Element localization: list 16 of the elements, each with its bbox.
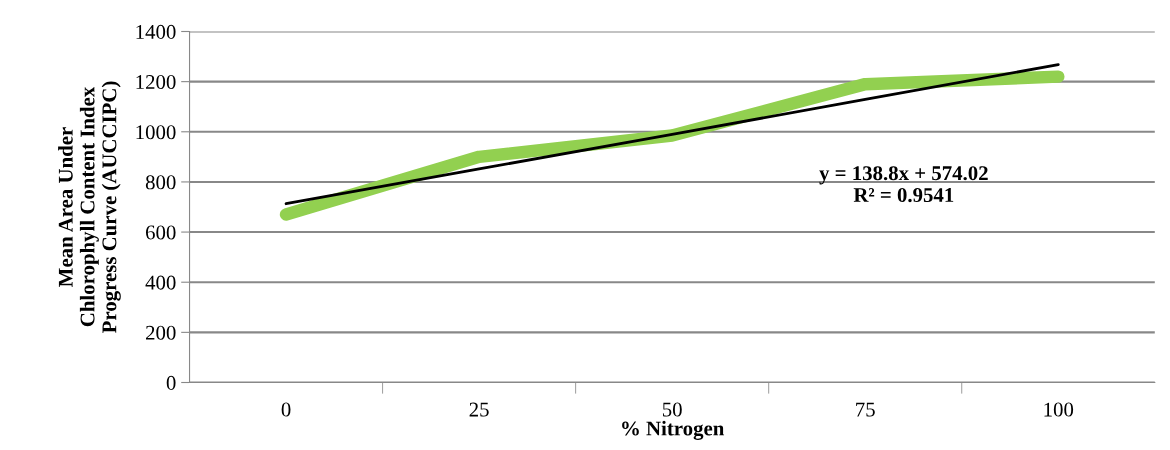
y-tick-label: 1400 — [136, 24, 176, 39]
x-axis-title: % Nitrogen — [622, 420, 725, 440]
x-tick-label: 50 — [662, 402, 682, 417]
y-tick-label: 1200 — [136, 75, 176, 90]
annotation: y = 138.8x + 574.02 R² = 0.9541 — [819, 166, 988, 203]
y-tick-label: 0 — [166, 375, 176, 390]
y-tick-label: 800 — [145, 175, 176, 190]
x-tick-label: 0 — [281, 402, 291, 417]
y-tick-label: 200 — [146, 325, 176, 340]
x-tick-label: 75 — [856, 402, 875, 417]
y-axis-title: Mean Area Under Chlorophyll Content Index Progress Curve (AUCCIPC) — [58, 81, 121, 333]
x-tick-label: 25 — [469, 402, 489, 417]
y-tick-label: 400 — [145, 275, 176, 290]
y-tick-label: 600 — [145, 225, 176, 240]
y-tick-label: 1000 — [136, 125, 176, 140]
x-tick-label: 100 — [1044, 402, 1074, 417]
